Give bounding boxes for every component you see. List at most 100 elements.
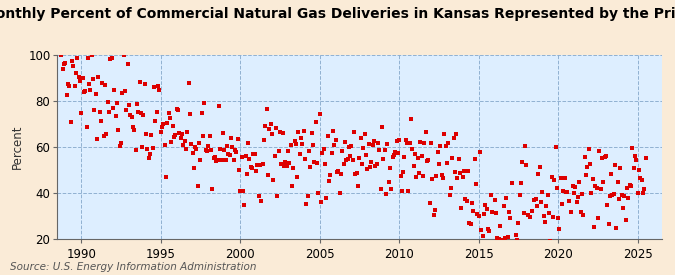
Point (310, 120, 321, 125)
Point (437, 176, 448, 180)
Point (638, 191, 649, 195)
Point (269, 154, 280, 158)
Point (583, 147, 594, 151)
Point (244, 156, 255, 161)
Point (141, 132, 152, 136)
Point (451, 131, 462, 136)
Point (521, 163, 532, 167)
Point (501, 196, 512, 200)
Point (90, 92, 101, 96)
Point (612, 180, 623, 185)
Point (264, 126, 275, 131)
Point (243, 141, 254, 145)
Point (504, 210, 514, 214)
Point (408, 163, 419, 168)
Point (450, 170, 460, 174)
Point (253, 194, 264, 198)
Point (231, 150, 242, 155)
Point (159, 143, 170, 147)
Point (589, 224, 599, 229)
Point (261, 106, 272, 111)
Point (326, 151, 337, 155)
Point (319, 147, 329, 151)
Point (418, 174, 429, 178)
Point (531, 197, 541, 201)
Point (628, 165, 639, 170)
Point (635, 176, 646, 180)
Point (419, 141, 430, 145)
Point (210, 155, 221, 160)
Point (459, 169, 470, 173)
Point (452, 176, 463, 181)
Point (528, 239, 539, 244)
Point (358, 146, 369, 150)
Point (308, 143, 319, 147)
Point (399, 155, 410, 160)
Point (223, 152, 234, 156)
Point (225, 136, 236, 141)
Point (101, 132, 112, 136)
Point (240, 153, 251, 158)
Point (86, 53, 97, 57)
Point (344, 145, 354, 149)
Point (330, 138, 341, 143)
Point (215, 147, 225, 151)
Point (385, 165, 396, 170)
Point (383, 180, 394, 184)
Point (157, 125, 167, 129)
Point (585, 162, 595, 166)
Point (352, 171, 362, 175)
Point (338, 162, 349, 166)
Point (68, 63, 79, 68)
Point (232, 136, 243, 141)
Point (286, 184, 297, 189)
Point (118, 53, 129, 57)
Point (100, 83, 111, 87)
Point (402, 141, 412, 146)
Point (288, 166, 298, 170)
Point (394, 138, 404, 142)
Point (216, 158, 227, 162)
Point (329, 143, 340, 147)
Point (509, 239, 520, 244)
Point (473, 214, 484, 219)
Point (639, 187, 649, 191)
Point (114, 144, 125, 148)
Point (590, 184, 601, 188)
Point (510, 233, 521, 238)
Point (154, 88, 165, 92)
Point (242, 172, 252, 176)
Point (433, 161, 444, 166)
Point (319, 161, 330, 166)
Point (74, 79, 85, 83)
Point (353, 183, 364, 188)
Point (64, 84, 75, 88)
Point (150, 119, 161, 123)
Point (355, 136, 366, 141)
Point (110, 114, 121, 119)
Point (614, 196, 624, 201)
Point (302, 194, 313, 198)
Point (340, 140, 350, 144)
Point (472, 212, 483, 216)
Point (63, 81, 74, 86)
Point (128, 125, 138, 129)
Point (134, 79, 145, 84)
Point (448, 136, 459, 141)
Point (425, 141, 436, 145)
Point (284, 161, 294, 165)
Point (327, 129, 338, 133)
Point (212, 158, 223, 162)
Point (89, 108, 100, 112)
Point (57, 67, 68, 72)
Point (517, 160, 528, 164)
Point (297, 142, 308, 146)
Point (167, 124, 178, 128)
Point (290, 142, 301, 146)
Point (198, 134, 209, 138)
Point (206, 148, 217, 152)
Point (491, 211, 502, 215)
Point (604, 194, 615, 198)
Point (619, 194, 630, 198)
Point (518, 210, 529, 215)
